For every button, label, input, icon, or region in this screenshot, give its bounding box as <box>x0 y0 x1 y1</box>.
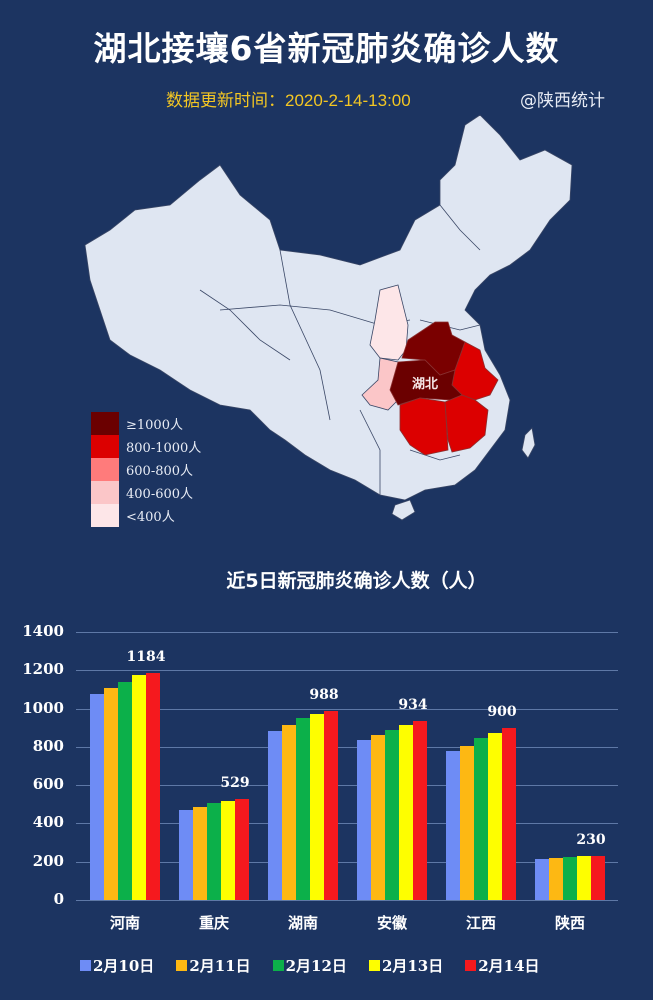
legend-swatch <box>176 960 188 971</box>
bar <box>146 673 160 900</box>
map-legend: ≥1000人 800-1000人 600-800人 400-600人 <400人 <box>91 412 201 527</box>
bar <box>268 731 282 900</box>
hainan-island <box>391 499 416 521</box>
legend-label: 2月11日 <box>189 957 251 975</box>
legend-row-1000plus: ≥1000人 <box>91 412 201 435</box>
data-label: 988 <box>309 686 339 703</box>
bar <box>446 751 460 900</box>
bar <box>296 718 310 900</box>
bar <box>413 721 427 900</box>
source-credit: @陕西统计 <box>520 91 605 111</box>
data-label: 900 <box>487 703 517 720</box>
legend-row-400-600: 400-600人 <box>91 481 201 504</box>
legend-label: 2月13日 <box>381 957 444 975</box>
gridline <box>76 823 618 825</box>
bar <box>193 806 207 900</box>
china-map: 湖北 <box>80 110 580 540</box>
x-category-label: 江西 <box>465 914 496 932</box>
legend-label: 2月14日 <box>478 957 540 975</box>
bar <box>221 800 235 900</box>
y-tick-label: 1000 <box>22 698 64 717</box>
legend-item: 2月10日 <box>80 955 154 976</box>
legend-item: 2月11日 <box>176 955 251 976</box>
bar <box>310 713 324 900</box>
data-label: 230 <box>576 831 606 848</box>
y-tick-label: 800 <box>32 736 64 755</box>
bar <box>371 734 385 900</box>
y-tick-label: 600 <box>32 775 64 794</box>
data-label: 1184 <box>126 649 166 666</box>
legend-row-under400: <400人 <box>91 504 201 527</box>
data-label: 934 <box>398 697 428 714</box>
bar <box>399 725 413 900</box>
chart-legend: 2月10日 2月11日 2月12日 2月13日 2月14日 <box>80 955 562 976</box>
legend-item: 2月14日 <box>465 955 540 976</box>
y-tick-label: 200 <box>32 851 64 870</box>
legend-item: 2月12日 <box>272 955 347 976</box>
bar <box>282 725 296 900</box>
x-category-label: 湖南 <box>287 914 318 932</box>
province-hunan <box>399 397 449 456</box>
bar <box>179 809 193 900</box>
gridline <box>76 746 618 748</box>
gridline <box>76 785 618 787</box>
province-shaanxi <box>369 284 409 361</box>
y-tick-label: 400 <box>32 813 64 832</box>
x-category-label: 重庆 <box>198 914 229 932</box>
y-tick-label: 1200 <box>22 660 64 679</box>
update-time: 数据更新时间：2020-2-14-13:00 <box>166 91 411 110</box>
legend-label: 2月10日 <box>93 957 155 975</box>
bar <box>207 802 221 900</box>
x-category-label: 安徽 <box>376 914 407 932</box>
bar <box>488 732 502 900</box>
legend-swatch <box>465 960 477 971</box>
y-tick-label: 1400 <box>22 622 64 640</box>
hubei-label: 湖北 <box>412 377 438 392</box>
legend-item: 2月13日 <box>368 955 444 976</box>
bar <box>502 727 516 900</box>
bar-chart: 0 200 400 600 800 1000 1200 1400 1184 河南 529 重庆 988 湖… <box>0 620 653 940</box>
bar <box>549 857 563 900</box>
province-jiangxi <box>444 394 489 453</box>
taiwan-island <box>521 427 536 459</box>
x-category-label: 陕西 <box>554 914 585 932</box>
chart-title: 近5日新冠肺炎确诊人数（人） <box>226 570 487 592</box>
bar <box>104 688 118 900</box>
gridline <box>76 632 618 633</box>
gridline <box>76 670 618 672</box>
bar <box>591 855 605 900</box>
bar <box>90 693 104 900</box>
bar <box>563 856 577 900</box>
gridline <box>76 708 618 710</box>
y-tick-label: 0 <box>53 890 64 908</box>
legend-swatch <box>80 960 91 971</box>
legend-swatch <box>272 960 284 971</box>
bar <box>235 798 249 900</box>
bar <box>474 737 488 900</box>
legend-swatch <box>368 960 380 971</box>
page-title: 湖北接壤6省新冠肺炎确诊人数 <box>93 29 560 68</box>
bar <box>357 740 371 900</box>
gridline <box>76 861 618 863</box>
bar <box>324 710 338 900</box>
data-label: 529 <box>220 774 250 791</box>
bar <box>577 856 591 900</box>
legend-row-600-800: 600-800人 <box>91 458 201 481</box>
gridline <box>76 900 618 901</box>
legend-label: 2月12日 <box>285 957 347 975</box>
bar <box>132 675 146 900</box>
legend-row-800-1000: 800-1000人 <box>91 435 201 458</box>
bar <box>118 682 132 900</box>
x-category-label: 河南 <box>109 914 140 932</box>
bar <box>385 729 399 900</box>
bar <box>460 745 474 900</box>
bar <box>535 858 549 900</box>
